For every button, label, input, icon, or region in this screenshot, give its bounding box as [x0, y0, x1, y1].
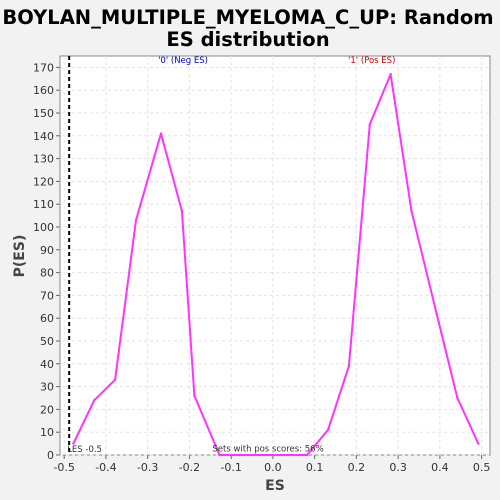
y-tick-label: 90: [40, 244, 54, 257]
plot-area: [59, 55, 491, 456]
es-data-point: [347, 364, 351, 368]
y-tick-label: 30: [40, 381, 54, 394]
chart-annotation: '0' (Neg ES): [158, 56, 208, 66]
es-marker-layer: LES -0.5: [67, 56, 102, 455]
es-data-point: [477, 442, 480, 445]
es-data-point: [260, 453, 263, 457]
es-data-point: [180, 209, 184, 213]
y-tick-label: 170: [33, 61, 54, 74]
y-tick-label: 110: [33, 198, 54, 211]
chart-title-line1: BOYLAN_MULTIPLE_MYELOMA_C_UP: Random: [2, 6, 493, 29]
es-data-point: [280, 453, 284, 457]
x-tick-label: -0.3: [137, 461, 158, 474]
es-data-point: [93, 399, 96, 402]
grid-lines: [60, 56, 490, 456]
x-tick-label: 0.0: [264, 461, 282, 474]
es-data-point: [305, 453, 309, 457]
x-tick-label: 0.3: [389, 461, 407, 474]
chart-title-line2: ES distribution: [166, 28, 329, 51]
es-data-point: [389, 73, 392, 76]
chart-annotation: Sets with pos scores: 56%: [212, 445, 323, 455]
axis-ticks: -0.5 -0.4 -0.3 -0.2 -0.1 0.0 0.1 0.2 0.3 0.4 0.5 0 1…: [33, 61, 490, 474]
x-tick-label: -0.5: [53, 461, 74, 474]
es-data-point: [134, 218, 138, 222]
es-data-point: [193, 394, 196, 397]
x-tick-label: -0.2: [179, 461, 200, 474]
y-tick-label: 120: [33, 175, 54, 188]
es-data-point: [239, 453, 242, 457]
y-tick-label: 0: [47, 449, 54, 462]
es-series-line: [72, 73, 480, 456]
y-tick-label: 70: [40, 289, 54, 302]
es-data-point: [456, 396, 459, 400]
annotation-layer: '0' (Neg ES) '1' (Pos ES) Sets with pos sc…: [158, 56, 395, 455]
x-tick-label: 0.2: [348, 461, 366, 474]
es-data-point: [72, 442, 75, 445]
x-tick-label: -0.1: [220, 461, 241, 474]
y-tick-label: 60: [40, 312, 54, 325]
x-tick-label: 0.4: [431, 461, 449, 474]
y-tick-label: 160: [33, 84, 54, 97]
x-tick-label: 0.5: [473, 461, 491, 474]
y-tick-label: 140: [33, 130, 54, 143]
x-tick-label: -0.4: [95, 461, 116, 474]
y-tick-label: 20: [40, 403, 54, 416]
y-tick-label: 100: [33, 221, 54, 234]
es-data-point: [326, 428, 330, 432]
y-axis-label: P(ES): [12, 235, 28, 278]
y-tick-label: 80: [40, 267, 54, 280]
chart-annotation: '1' (Pos ES): [348, 56, 395, 66]
es-data-point: [435, 312, 438, 315]
es-threshold-label: LES -0.5: [67, 445, 102, 455]
es-data-point: [410, 209, 413, 213]
y-tick-label: 130: [33, 153, 54, 166]
y-tick-label: 10: [40, 426, 54, 439]
es-data-point: [218, 453, 221, 457]
es-data-point: [368, 123, 371, 126]
x-tick-label: 0.1: [306, 461, 324, 474]
es-data-point: [113, 378, 117, 381]
y-tick-label: 50: [40, 335, 54, 348]
es-data-point: [159, 132, 163, 135]
series-layer: [72, 73, 480, 457]
y-tick-label: 40: [40, 358, 54, 371]
x-axis-label: ES: [265, 478, 285, 494]
y-tick-label: 150: [33, 107, 54, 120]
